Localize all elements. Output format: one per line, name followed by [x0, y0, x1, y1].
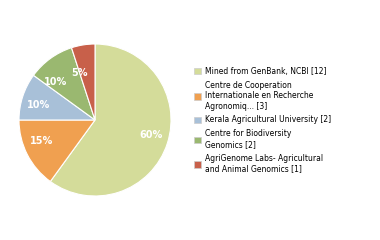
Text: 5%: 5% — [71, 68, 88, 78]
Wedge shape — [71, 44, 95, 120]
Text: 60%: 60% — [140, 130, 163, 140]
Wedge shape — [33, 48, 95, 120]
Legend: Mined from GenBank, NCBI [12], Centre de Cooperation
Internationale en Recherche: Mined from GenBank, NCBI [12], Centre de… — [194, 67, 331, 173]
Wedge shape — [50, 44, 171, 196]
Wedge shape — [19, 75, 95, 120]
Text: 15%: 15% — [30, 136, 53, 146]
Wedge shape — [19, 120, 95, 181]
Text: 10%: 10% — [27, 100, 50, 110]
Text: 10%: 10% — [44, 77, 67, 87]
